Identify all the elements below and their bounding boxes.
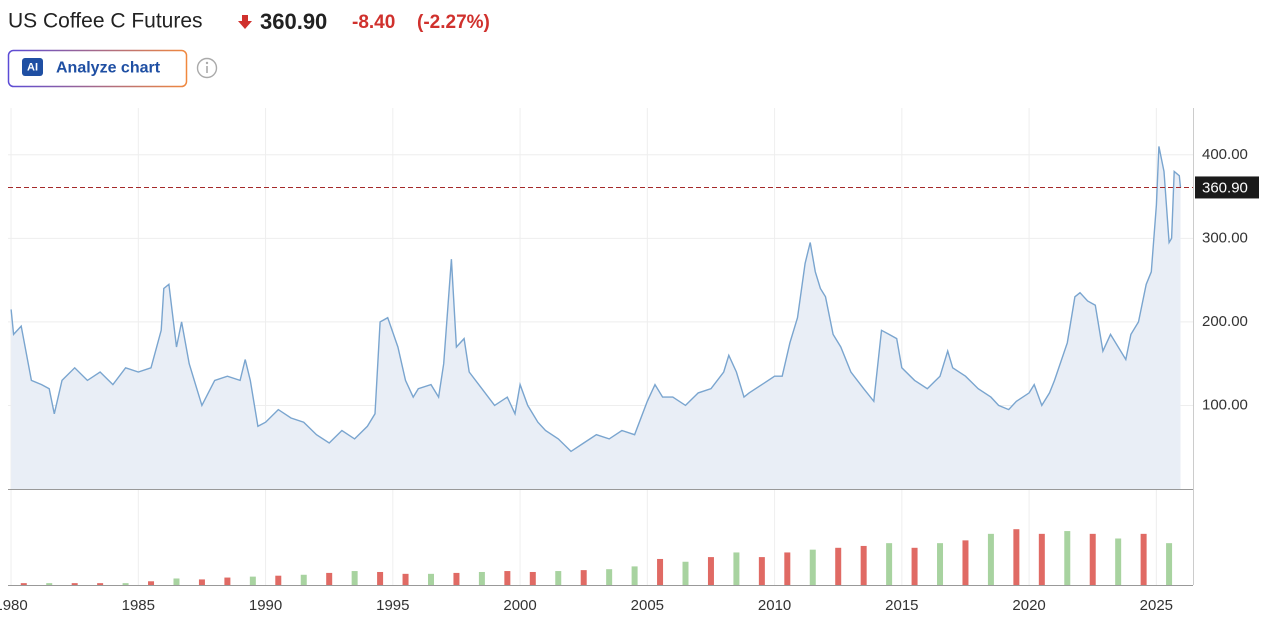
volume-bar [733,552,740,585]
volume-bar [402,573,409,585]
y-tick-label: 200.00 [1202,313,1248,330]
price-line [10,146,1182,453]
volume-bar [886,543,893,585]
x-tick-label: 2000 [503,597,536,614]
info-icon[interactable] [196,57,218,79]
volume-bar [249,576,256,585]
volume-bar [809,549,816,585]
last-price: 360.90 [260,9,327,34]
volume-bar [173,578,180,585]
volume-bar [784,552,791,585]
volume-bar [1166,543,1173,585]
volume-bar [911,547,918,585]
volume-bar [478,571,485,585]
x-tick-label: 2010 [758,597,791,614]
volume-bar [1115,538,1122,585]
volume-bar [860,545,867,585]
x-tick-label: 1985 [122,597,155,614]
volume-bar [97,583,104,585]
volume-bar [1089,533,1096,585]
volume-bar [377,571,384,585]
volume-bar [1140,533,1147,585]
volume-bar [962,540,969,585]
volume-bar [224,577,231,585]
price-change: -8.40 [352,12,395,33]
ai-icon[interactable] [22,58,43,76]
last-price-box [1195,176,1259,199]
volume-bar [937,543,944,585]
x-tick-label: 2025 [1140,597,1173,614]
info-dot[interactable] [205,61,209,65]
volume-bar [555,571,562,585]
x-tick-label: 1980 [0,597,28,614]
x-tick-label: 1995 [376,597,409,614]
volume-bar [122,583,129,585]
volume-bar [275,575,282,585]
x-tick-label: 2015 [885,597,918,614]
down-arrow [238,15,252,29]
volume-bar [46,583,53,585]
volume-bar [529,571,536,585]
instrument-title: US Coffee C Futures [8,10,203,33]
volume-bar [453,572,460,585]
volume-bar [1038,533,1045,585]
volume-bar [148,581,155,585]
price-change-pct: (-2.27%) [417,12,490,33]
volume-bar [300,574,307,585]
volume-bar [1013,529,1020,585]
volume-bar [835,547,842,585]
volume-bar [707,557,714,585]
volume-bar [427,573,434,585]
volume-bar [758,557,765,585]
x-tick-label: 2005 [631,597,664,614]
volume-bar [580,570,587,585]
y-tick-label: 100.00 [1202,396,1248,413]
plot-area: 1980 1985 1990 1995 2000 2005 2010 2015 2020 2025… [0,108,1259,614]
last-price-label: 360.90 [1202,179,1248,196]
volume-bar [198,579,205,585]
volume-bar [1064,531,1071,585]
volume-bar [657,558,664,585]
volume-bar [351,571,358,585]
ai-icon-text[interactable]: AI [27,61,38,73]
volume-bar [504,571,511,585]
info-circle[interactable] [196,57,218,79]
price-area [11,146,1181,489]
volume-bar [326,572,333,585]
button-label[interactable]: Analyze chart [56,60,161,77]
volume-bar [71,583,78,585]
x-tick-label: 2020 [1012,597,1045,614]
volume-bar [987,533,994,585]
y-tick-label: 300.00 [1202,229,1248,246]
volume-bar [20,583,27,585]
analyze-chart-button[interactable]: AI Analyze chart [7,49,188,88]
x-tick-label: 1990 [249,597,282,614]
volume-bar [682,561,689,585]
volume-bar [606,569,613,585]
button-frame[interactable] [7,49,188,88]
volume-bar [631,566,638,585]
y-tick-label: 400.00 [1202,146,1248,163]
